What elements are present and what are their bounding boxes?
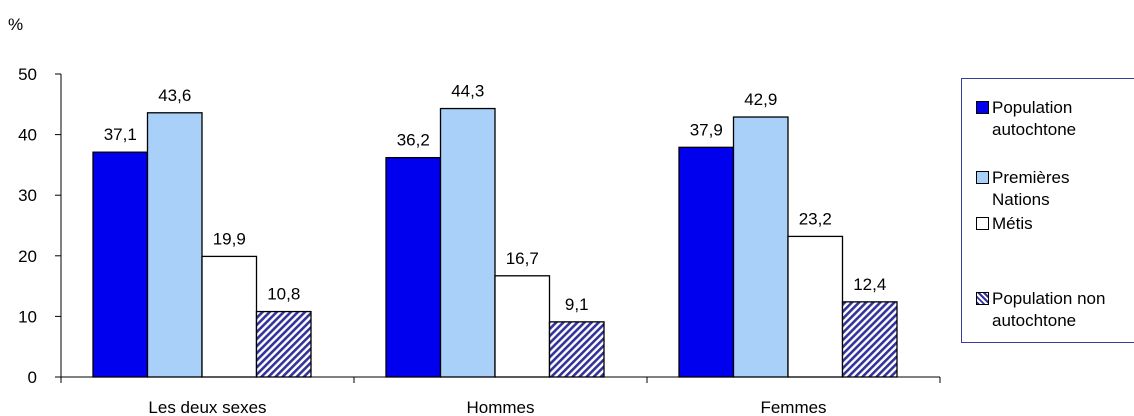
bar — [92, 151, 149, 378]
data-label: 9,1 — [565, 295, 589, 314]
data-label: 19,9 — [213, 229, 246, 248]
bar — [439, 107, 496, 378]
data-label: 42,9 — [744, 90, 777, 109]
data-label: 36,2 — [397, 131, 430, 150]
legend-label: Métis — [992, 214, 1033, 233]
y-tick-label: 20 — [18, 247, 37, 266]
legend-swatch-premieres-nations — [976, 171, 989, 184]
legend-swatch-population-non-autochtone — [976, 292, 989, 305]
bar — [385, 156, 442, 378]
bar — [678, 146, 735, 378]
data-label: 43,6 — [158, 86, 191, 105]
bar — [255, 310, 312, 378]
x-category-label: Les deux sexes — [148, 398, 266, 416]
data-label: 37,9 — [690, 120, 723, 139]
x-category-label: Hommes — [466, 398, 534, 416]
x-category-label: Femmes — [760, 398, 826, 416]
data-label: 10,8 — [267, 285, 300, 304]
legend-item-premieres-nations: Premières Nations — [976, 167, 1102, 211]
bars-group: 37,1 36,2 37,9 43,6 44,3 42,9 19,9 16,7 23,2 10,8… — [92, 82, 898, 378]
bar — [787, 235, 844, 378]
legend: Population autochtone Premières Nations … — [961, 78, 1134, 343]
bar — [732, 116, 789, 378]
data-label: 37,1 — [104, 125, 137, 144]
y-axis-unit-label: % — [8, 15, 23, 34]
y-tick-label: 40 — [18, 126, 37, 145]
legend-label: Population non autochtone — [992, 289, 1106, 330]
bar — [201, 255, 258, 378]
bar — [494, 275, 551, 378]
data-label: 23,2 — [799, 209, 832, 228]
legend-swatch-population-autochtone — [976, 101, 989, 114]
legend-label: Population autochtone — [992, 98, 1077, 139]
legend-label: Premières Nations — [992, 168, 1070, 209]
legend-item-population-non-autochtone: Population non autochtone — [976, 288, 1134, 332]
legend-swatch-metis — [976, 217, 989, 230]
bar — [841, 301, 898, 378]
legend-item-metis: Métis — [976, 213, 1134, 235]
data-label: 44,3 — [451, 82, 484, 101]
bar — [548, 321, 605, 378]
y-tick-label: 30 — [18, 186, 37, 205]
data-label: 16,7 — [506, 249, 539, 268]
legend-item-population-autochtone: Population autochtone — [976, 97, 1134, 141]
axes: 0 10 20 30 40 50 Les deux sexes Hommes Femmes — [18, 65, 941, 416]
data-label: 12,4 — [853, 275, 886, 294]
y-tick-label: 10 — [18, 307, 37, 326]
y-tick-label: 50 — [18, 65, 37, 84]
bar — [146, 112, 203, 378]
y-tick-label: 0 — [28, 368, 37, 387]
